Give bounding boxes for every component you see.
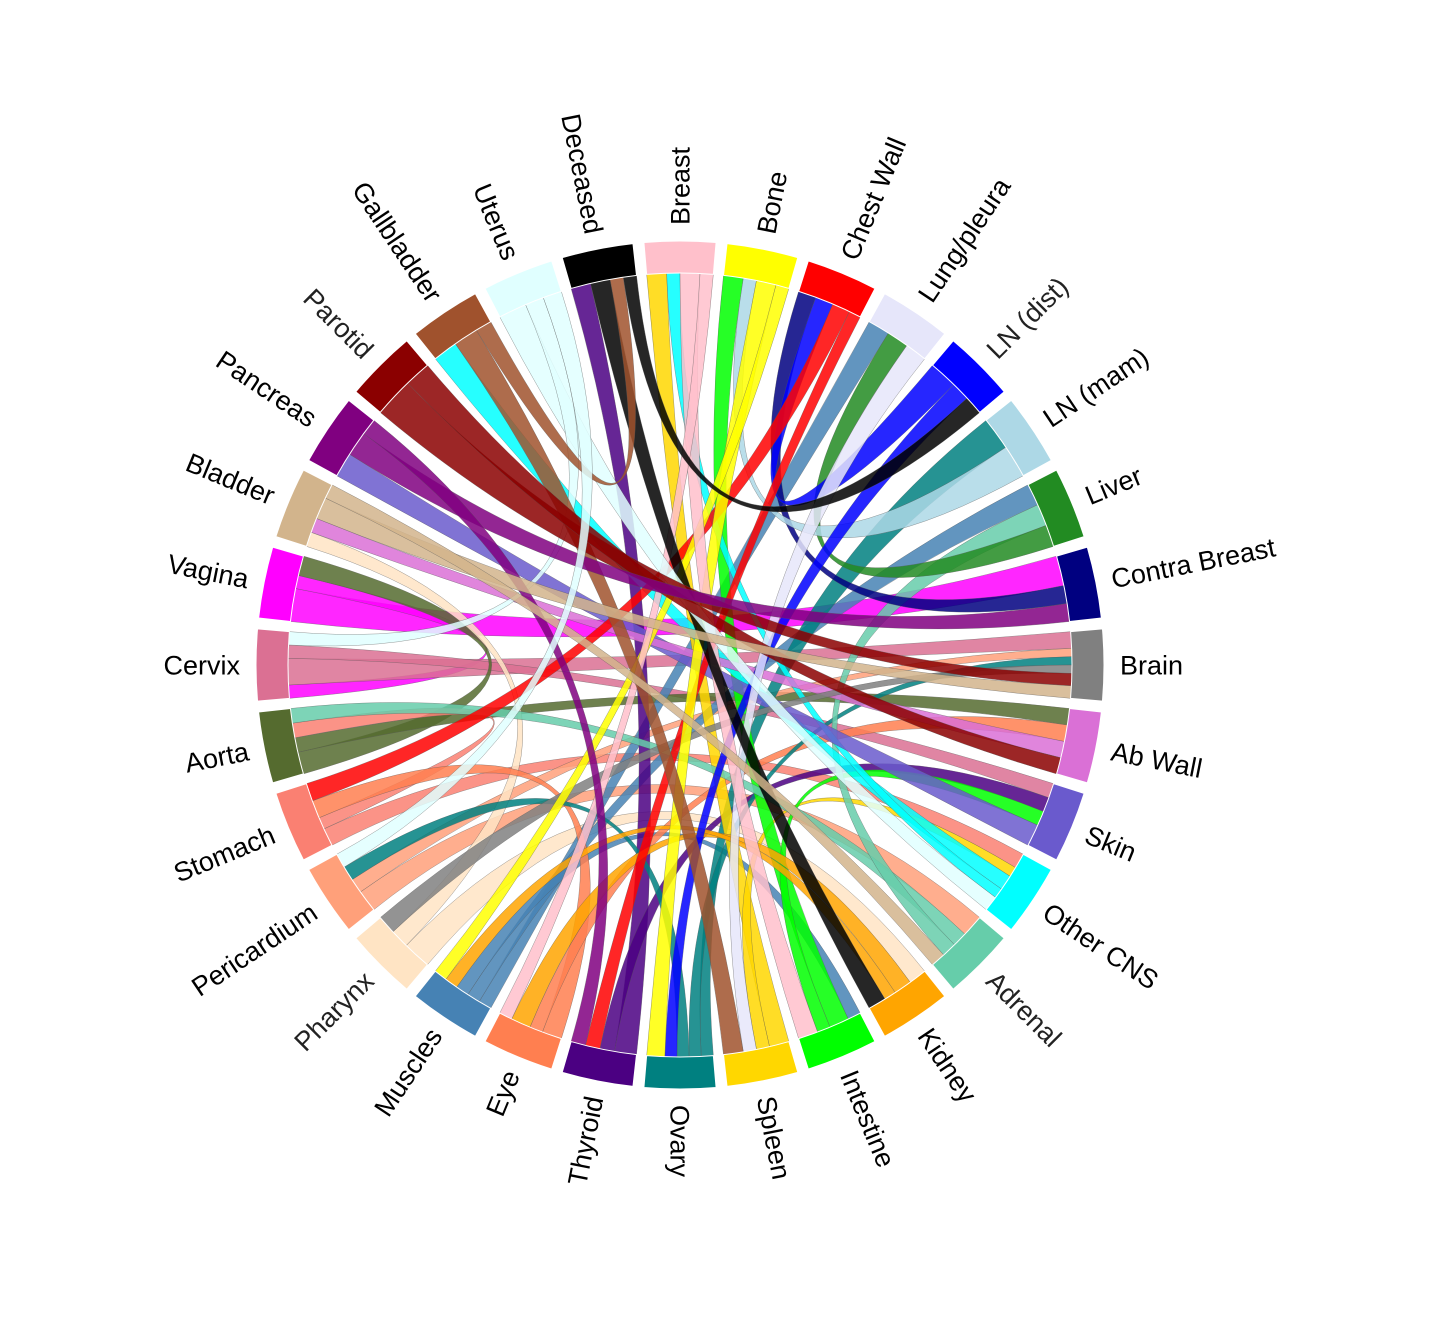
- label-pharynx: Pharynx: [289, 965, 381, 1057]
- label-muscles: Muscles: [368, 1023, 448, 1122]
- label-ln-dist: LN (dist): [981, 271, 1074, 364]
- label-parotid: Parotid: [297, 283, 379, 365]
- segment-thyroid[interactable]: [561, 1040, 638, 1087]
- label-intestine: Intestine: [834, 1066, 901, 1172]
- segments-layer: [255, 240, 1105, 1090]
- segment-kidney[interactable]: [868, 970, 946, 1037]
- label-cervix: Cervix: [163, 650, 240, 680]
- label-adrenal: Adrenal: [980, 966, 1067, 1053]
- label-skin: Skin: [1081, 820, 1141, 868]
- label-spleen: Spleen: [751, 1094, 797, 1182]
- label-stomach: Stomach: [169, 820, 279, 888]
- segment-bladder[interactable]: [275, 469, 333, 547]
- segment-vagina[interactable]: [258, 546, 305, 623]
- label-gallbladder: Gallbladder: [346, 176, 448, 307]
- segment-adrenal[interactable]: [931, 916, 1005, 990]
- segment-ovary[interactable]: [643, 1055, 717, 1090]
- segment-bone[interactable]: [722, 243, 799, 290]
- segment-liver[interactable]: [1027, 469, 1085, 547]
- segment-stomach[interactable]: [275, 783, 333, 861]
- segment-aorta[interactable]: [258, 707, 305, 784]
- label-uterus: Uterus: [467, 179, 525, 264]
- segment-contra-breast[interactable]: [1055, 546, 1102, 623]
- label-other-cns: Other CNS: [1037, 897, 1163, 995]
- label-breast: Breast: [665, 146, 695, 225]
- label-aorta: Aorta: [182, 736, 252, 778]
- label-ln-mam: LN (mam): [1038, 342, 1154, 434]
- label-chest-wall: Chest Wall: [835, 133, 912, 264]
- segment-cervix[interactable]: [255, 628, 290, 702]
- label-deceased: Deceased: [555, 111, 608, 236]
- label-brain: Brain: [1120, 650, 1183, 680]
- segment-brain[interactable]: [1070, 628, 1105, 702]
- segment-uterus[interactable]: [484, 260, 562, 318]
- segment-pharynx[interactable]: [355, 916, 429, 990]
- label-bone: Bone: [752, 169, 794, 237]
- label-liver: Liver: [1081, 461, 1147, 511]
- segment-ab-wall[interactable]: [1055, 707, 1102, 784]
- label-eye: Eye: [480, 1066, 526, 1120]
- segment-eye[interactable]: [484, 1012, 562, 1070]
- segment-parotid[interactable]: [355, 340, 429, 414]
- segment-breast[interactable]: [643, 240, 717, 275]
- segment-skin[interactable]: [1027, 783, 1085, 861]
- segment-ln-mam[interactable]: [985, 399, 1052, 477]
- segment-deceased[interactable]: [561, 243, 638, 290]
- label-vagina: Vagina: [165, 549, 252, 595]
- label-pancreas: Pancreas: [211, 345, 323, 433]
- segment-lung-pleura[interactable]: [868, 293, 946, 360]
- segment-chest-wall[interactable]: [798, 260, 876, 318]
- segment-spleen[interactable]: [722, 1040, 799, 1087]
- segment-intestine[interactable]: [798, 1012, 876, 1070]
- label-bladder: Bladder: [182, 448, 279, 511]
- label-thyroid: Thyroid: [562, 1094, 609, 1188]
- segment-pericardium[interactable]: [308, 853, 375, 931]
- label-ovary: Ovary: [665, 1105, 695, 1178]
- segment-ln-dist[interactable]: [931, 340, 1005, 414]
- label-contra-breast: Contra Breast: [1109, 532, 1279, 594]
- label-lung-pleura: Lung/pleura: [912, 172, 1017, 308]
- segment-muscles[interactable]: [414, 970, 492, 1037]
- label-kidney: Kidney: [912, 1023, 983, 1109]
- segment-other-cns[interactable]: [985, 853, 1052, 931]
- segment-gallbladder[interactable]: [414, 293, 492, 360]
- segment-pancreas[interactable]: [308, 399, 375, 477]
- label-pericardium: Pericardium: [186, 897, 322, 1002]
- chords-layer: [287, 272, 1073, 1058]
- label-ab-wall: Ab Wall: [1109, 737, 1205, 784]
